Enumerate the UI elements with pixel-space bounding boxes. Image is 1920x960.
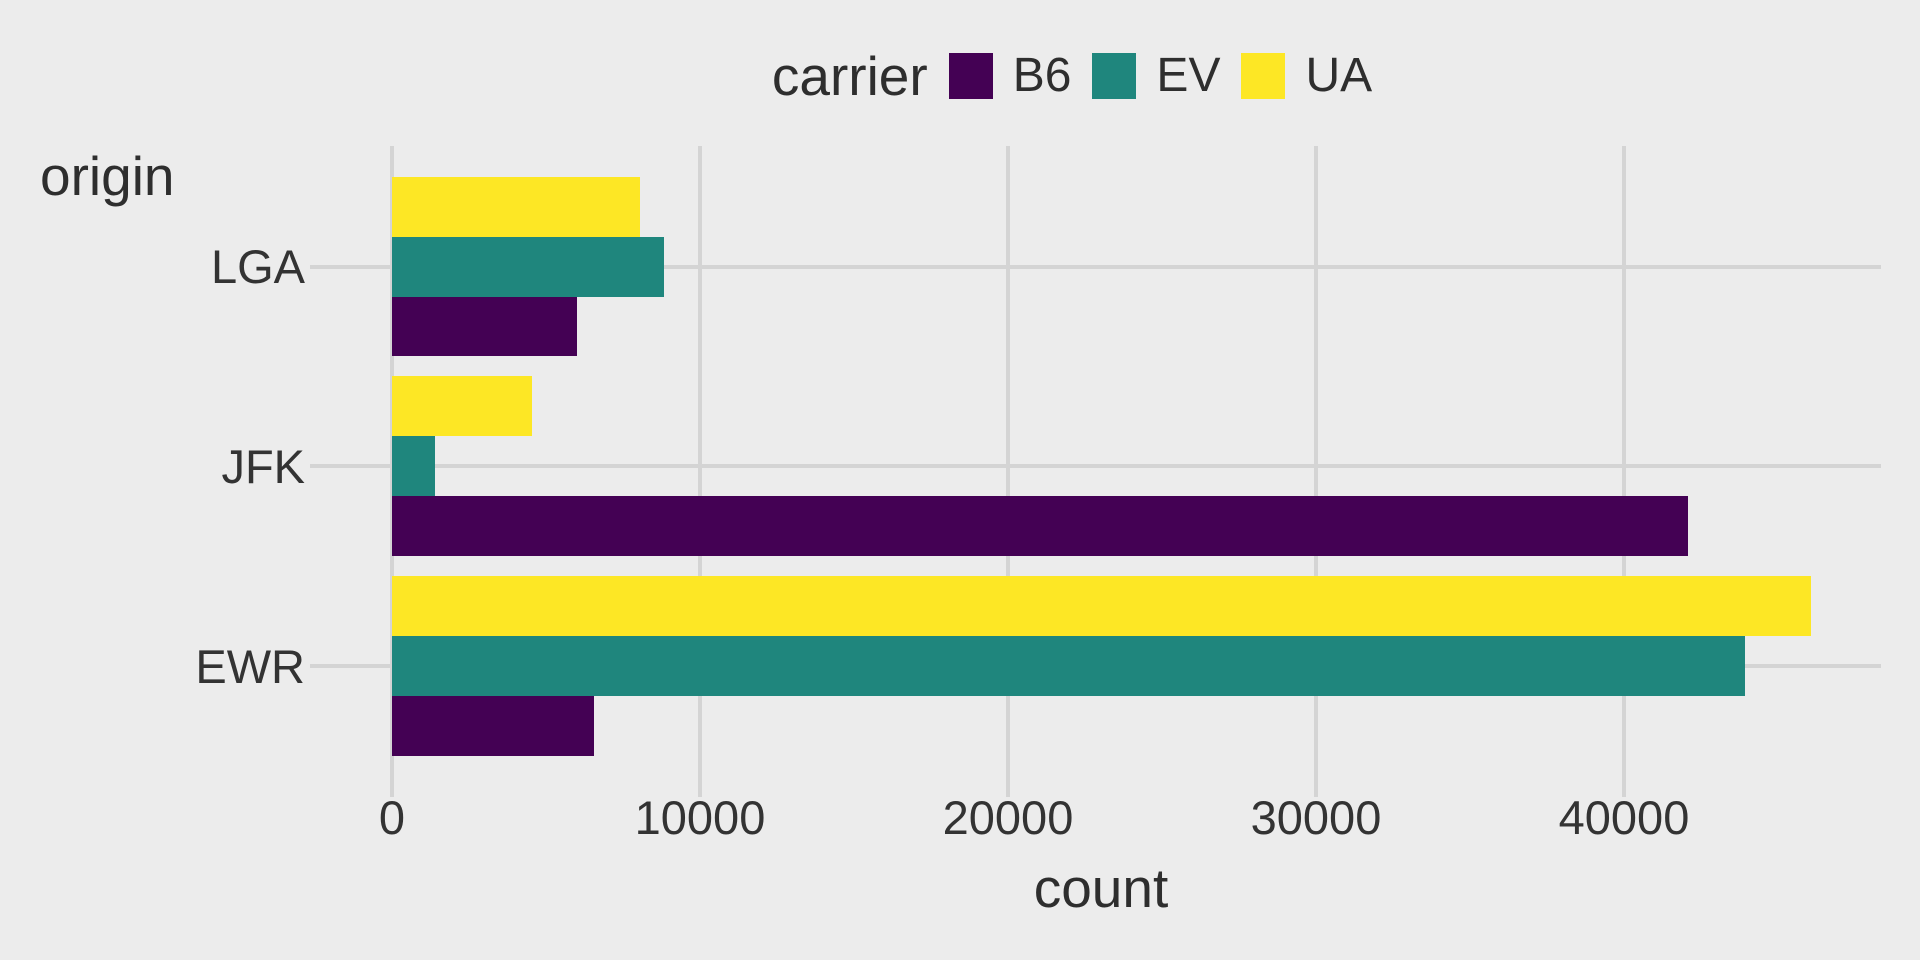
legend-label: B6 [1012,49,1072,102]
legend-item-ua: UA [1241,50,1372,102]
y-tick-label: JFK [221,439,305,493]
y-tick-label: EWR [195,639,305,693]
bar-ewr-b6 [392,695,594,756]
x-tick-label: 40000 [1558,791,1690,844]
y-tick-label: LGA [210,240,305,294]
x-axis-title: count [1033,857,1169,919]
bar-ewr-ev [392,636,1746,696]
y-gridline [321,464,1881,469]
legend-item-ev: EV [1092,50,1220,102]
bar-jfk-ua [392,376,532,437]
y-tick-mark [310,664,321,668]
x-tick-label: 10000 [634,791,766,844]
x-tick-mark [390,786,394,797]
bar-jfk-b6 [392,496,1688,557]
x-tick-label: 30000 [1250,791,1382,844]
legend-item-b6: B6 [948,49,1072,102]
x-tick-mark [698,786,702,797]
bar-jfk-ev [392,436,436,497]
y-gridline [321,264,1881,269]
bar-lga-ua [392,176,640,237]
x-tick-label: 0 [378,791,406,844]
y-tick-mark [310,464,321,469]
bar-lga-ev [392,236,664,297]
legend-swatch-icon [1092,53,1137,99]
x-tick-mark [1006,786,1010,797]
x-tick-mark [1622,786,1626,797]
legend-title: carrier [771,45,928,107]
legend-label: EV [1156,49,1221,102]
x-tick-label: 20000 [942,791,1074,844]
legend-swatch-icon [948,53,993,99]
y-axis-title: origin [40,145,175,207]
bar-lga-b6 [392,296,577,357]
x-tick-mark [1314,786,1318,797]
legend-swatch-icon [1241,53,1286,99]
bar-ewr-ua [392,576,1812,637]
y-tick-mark [310,264,321,269]
legend-label: UA [1305,49,1373,102]
legend: carrier B6 EV UA [322,45,1822,107]
